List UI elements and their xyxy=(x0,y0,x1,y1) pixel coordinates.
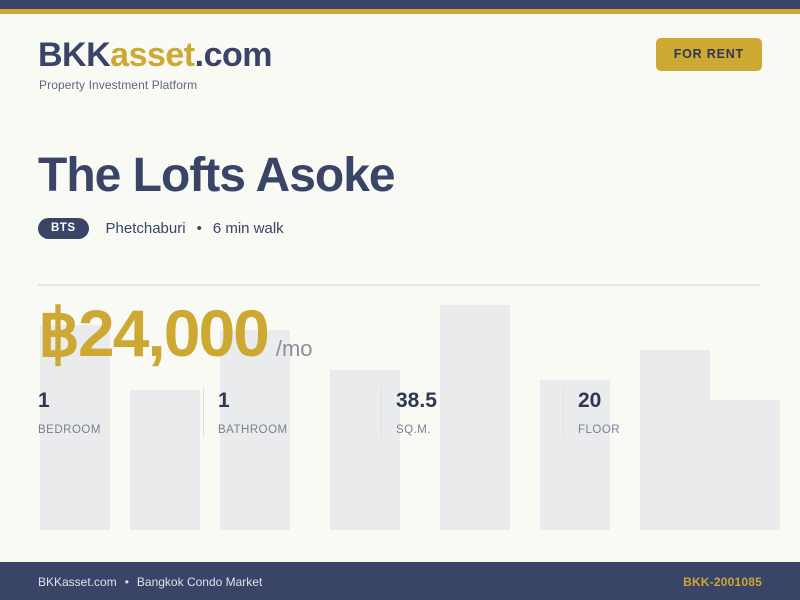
chart-bar xyxy=(330,370,400,530)
price-amount: ฿24,000 xyxy=(38,296,270,370)
top-accent-navy xyxy=(0,0,800,9)
stat-value: 38.5 xyxy=(396,389,437,412)
page-header: BKKasset.com Property Investment Platfor… xyxy=(0,14,800,104)
chart-bar xyxy=(130,390,200,530)
stat-item: 38.5 SQ.M. xyxy=(396,390,437,436)
stat-label: SQ.M. xyxy=(396,424,432,436)
section-divider xyxy=(38,284,760,286)
stat-item: 1 BATHROOM xyxy=(218,390,288,436)
chart-bar xyxy=(40,325,110,530)
stat-label: BATHROOM xyxy=(218,424,288,436)
page-title: The Lofts Asoke xyxy=(38,149,396,202)
listing-reference: BKK-2001085 xyxy=(683,575,762,589)
stat-value: 1 xyxy=(218,389,230,412)
top-accent-gold xyxy=(0,9,800,14)
chart-bar xyxy=(710,400,780,530)
stat-divider xyxy=(203,387,204,437)
price-period: /mo xyxy=(275,336,313,361)
page-footer: BKKasset.com • Bangkok Condo Market BKK-20… xyxy=(0,562,800,600)
footer-separator-icon: • xyxy=(124,575,129,589)
stat-divider xyxy=(381,387,382,437)
chart-bar xyxy=(640,350,710,530)
chart-bar xyxy=(440,305,510,530)
brand-tagline: Property Investment Platform xyxy=(39,78,198,92)
transit-station: Phetchaburi xyxy=(105,220,186,238)
stat-item: 20 FLOOR xyxy=(578,390,620,436)
stat-divider xyxy=(563,387,564,437)
footer-brand-line: BKKasset.com • Bangkok Condo Market xyxy=(38,575,262,589)
logo-part-asset: asset xyxy=(110,36,195,74)
listing-title-block: The Lofts Asoke BTS Phetchaburi • 6 min … xyxy=(38,149,396,240)
transit-meta-row: BTS Phetchaburi • 6 min walk xyxy=(38,217,395,240)
stat-label: BEDROOM xyxy=(38,424,101,436)
stat-value: 1 xyxy=(38,389,50,412)
price-row: ฿24,000 /mo xyxy=(38,300,313,366)
brand-logo[interactable]: BKKasset.com xyxy=(38,36,273,74)
stat-label: FLOOR xyxy=(578,424,621,436)
logo-part-bkk: BKK xyxy=(38,36,111,74)
footer-market: Bangkok Condo Market xyxy=(136,575,263,589)
logo-part-com: .com xyxy=(194,36,273,74)
chart-bar xyxy=(540,380,610,530)
stat-value: 20 xyxy=(578,389,602,412)
stat-item: 1 BEDROOM xyxy=(38,390,101,436)
transit-badge: BTS xyxy=(38,217,89,240)
decorative-bar-chart xyxy=(40,305,780,530)
chart-bar xyxy=(220,330,290,530)
footer-site: BKKasset.com xyxy=(38,575,117,589)
walk-time: 6 min walk xyxy=(212,220,284,238)
status-badge[interactable]: FOR RENT xyxy=(655,38,762,71)
meta-separator-icon: • xyxy=(196,220,202,238)
